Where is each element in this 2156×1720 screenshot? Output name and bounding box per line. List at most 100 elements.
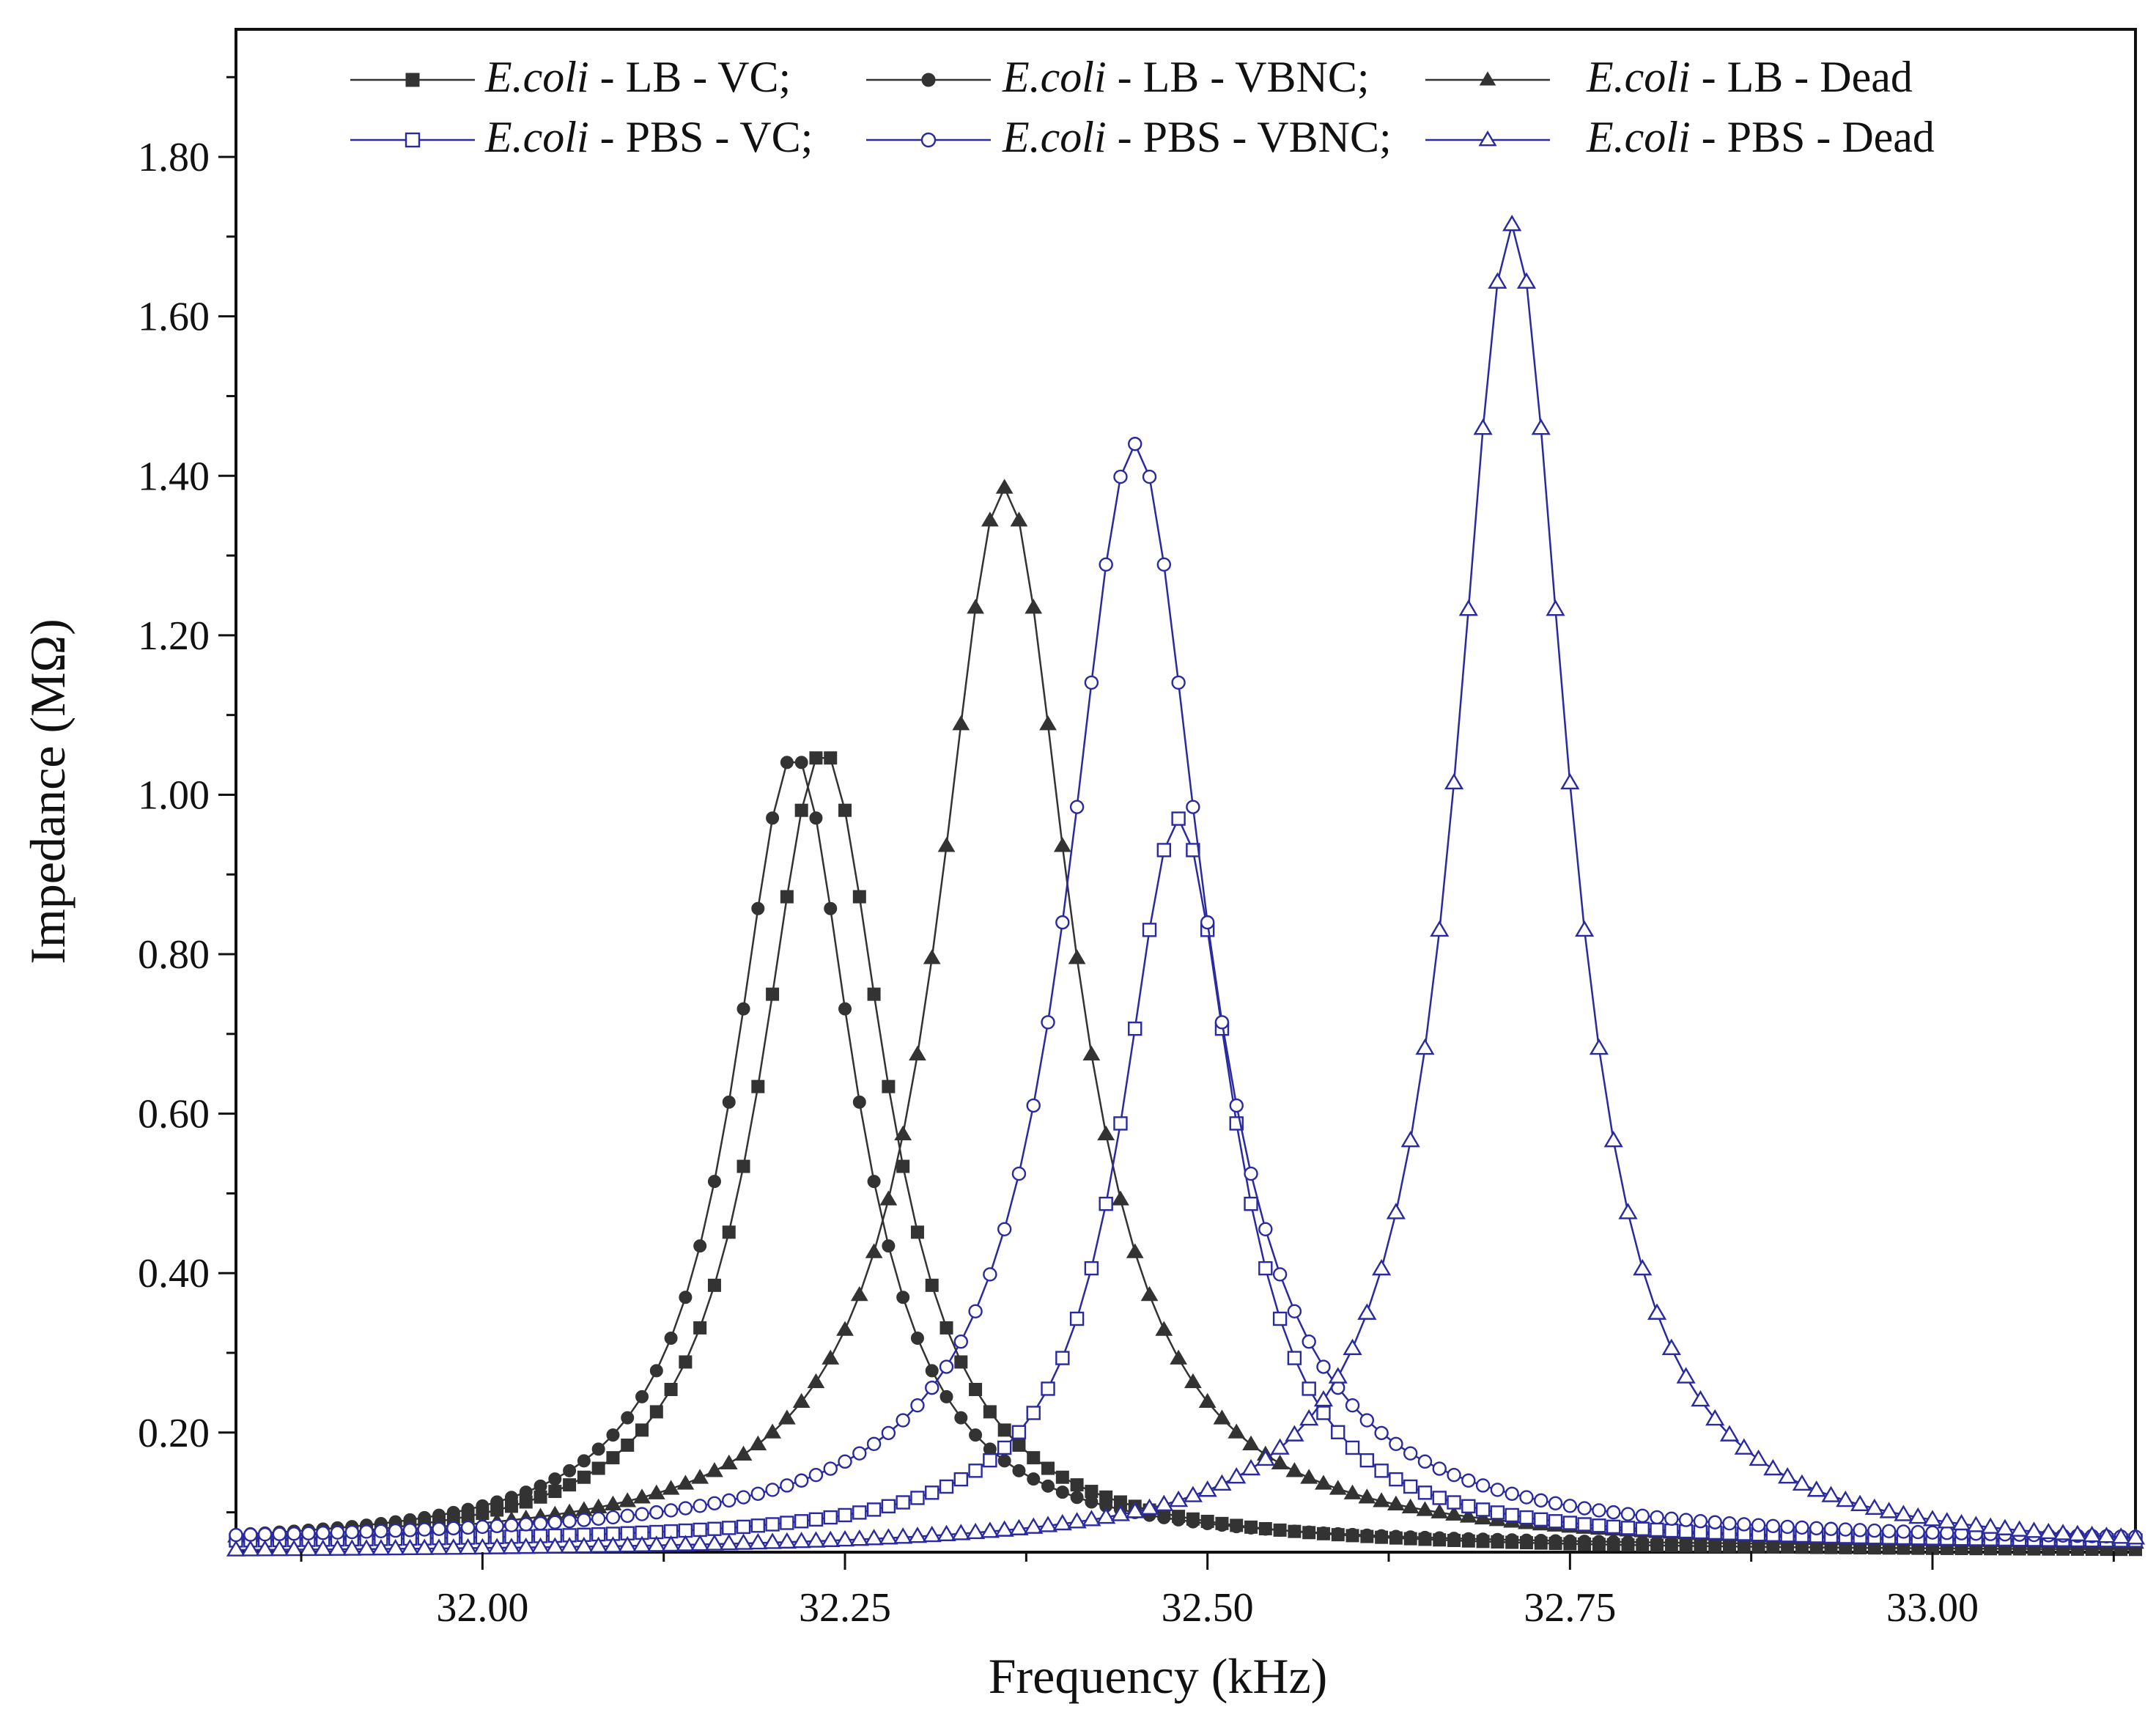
data-point (1027, 1472, 1041, 1486)
series-3 (227, 479, 2144, 1549)
data-point (284, 1539, 304, 1557)
data-point (1879, 1502, 1899, 1518)
data-point (1069, 1311, 1085, 1326)
data-point (1155, 1321, 1173, 1336)
data-point (690, 1534, 710, 1551)
data-point (995, 479, 1014, 494)
data-point (983, 1405, 997, 1419)
data-point (1417, 1454, 1433, 1469)
data-point (939, 1389, 953, 1403)
data-point (1200, 1516, 1214, 1530)
data-point (734, 1533, 753, 1550)
data-point (951, 1524, 971, 1540)
data-point (1447, 1532, 1461, 1546)
data-point (516, 1537, 536, 1554)
data-point (1273, 1524, 1287, 1538)
legend-item-5: E.coli - PBS - VBNC; (866, 113, 1392, 161)
x-tick-label: 32.25 (799, 1585, 891, 1631)
data-point (1995, 1518, 2015, 1535)
data-point (1009, 1518, 1029, 1535)
data-point (969, 1382, 983, 1396)
data-point (2039, 1522, 2059, 1540)
data-point (1328, 1367, 1348, 1384)
data-point (1316, 1526, 1330, 1540)
data-point (821, 1530, 841, 1548)
data-point (1389, 1472, 1403, 1487)
data-point (1737, 1517, 1751, 1532)
x-axis-title: Frequency (kHz) (989, 1648, 1328, 1704)
data-point (621, 1438, 635, 1452)
data-point (562, 1514, 577, 1529)
data-point (1403, 1530, 1417, 1544)
data-point (1010, 512, 1028, 527)
y-tick-label: 1.80 (138, 135, 210, 180)
data-point (736, 1159, 750, 1173)
data-point (1357, 1303, 1377, 1320)
data-point (1244, 1196, 1258, 1211)
data-point (1125, 1502, 1145, 1518)
data-point (939, 1479, 954, 1494)
data-point (765, 1483, 780, 1497)
data-point (1635, 1508, 1650, 1524)
data-point (1894, 1505, 1913, 1521)
data-point (720, 1454, 738, 1469)
data-point (1621, 1535, 1635, 1549)
data-point (1418, 1530, 1432, 1544)
y-tick-label: 1.60 (138, 295, 210, 340)
data-point (691, 1469, 709, 1484)
data-point (722, 1521, 736, 1535)
series-1 (229, 751, 2142, 1557)
data-point (679, 1355, 693, 1369)
data-point (1331, 1527, 1345, 1540)
data-point (1488, 272, 1507, 289)
data-point (1041, 1015, 1055, 1030)
data-point (1082, 1510, 1101, 1527)
data-point (1589, 1038, 1609, 1055)
data-point (1505, 1507, 1519, 1523)
data-point (1476, 1532, 1490, 1546)
data-point (835, 1529, 855, 1547)
data-point (519, 1517, 534, 1532)
data-point (547, 1515, 562, 1529)
data-point (722, 1225, 736, 1239)
data-point (865, 1243, 883, 1258)
data-point (676, 1474, 695, 1490)
data-point (882, 1239, 896, 1253)
data-point (1270, 1438, 1290, 1455)
legend-marker (1479, 71, 1496, 86)
data-point (997, 1454, 1011, 1468)
data-point (2009, 1520, 2029, 1537)
data-point (1403, 1479, 1418, 1494)
data-point (1708, 1515, 1722, 1529)
data-point (1676, 1367, 1696, 1384)
data-point (1461, 1532, 1475, 1546)
data-point (1227, 1423, 1246, 1439)
data-point (1142, 923, 1157, 937)
data-point (531, 1537, 550, 1554)
data-point (1534, 1512, 1548, 1527)
data-point (780, 890, 794, 904)
data-point (1343, 1338, 1362, 1355)
data-point (822, 1349, 840, 1365)
data-point (1171, 675, 1186, 690)
data-point (794, 803, 808, 817)
data-point (1722, 1516, 1737, 1531)
data-point (1778, 1467, 1798, 1484)
data-point (792, 1392, 811, 1409)
data-point (1505, 1533, 1519, 1547)
data-point (1592, 1503, 1606, 1518)
data-point (1603, 1131, 1623, 1148)
data-point (780, 756, 794, 769)
data-point (1039, 715, 1057, 731)
data-point (476, 1499, 490, 1513)
data-point (1911, 1524, 1925, 1540)
data-point (1359, 1453, 1375, 1468)
data-point (925, 1485, 939, 1500)
series-line (235, 485, 2136, 1544)
data-point (1838, 1522, 1853, 1537)
data-point (1230, 1520, 1244, 1534)
data-point (1560, 772, 1580, 790)
data-point (879, 1190, 898, 1206)
data-point (1896, 1524, 1911, 1539)
data-point (1011, 1425, 1027, 1439)
